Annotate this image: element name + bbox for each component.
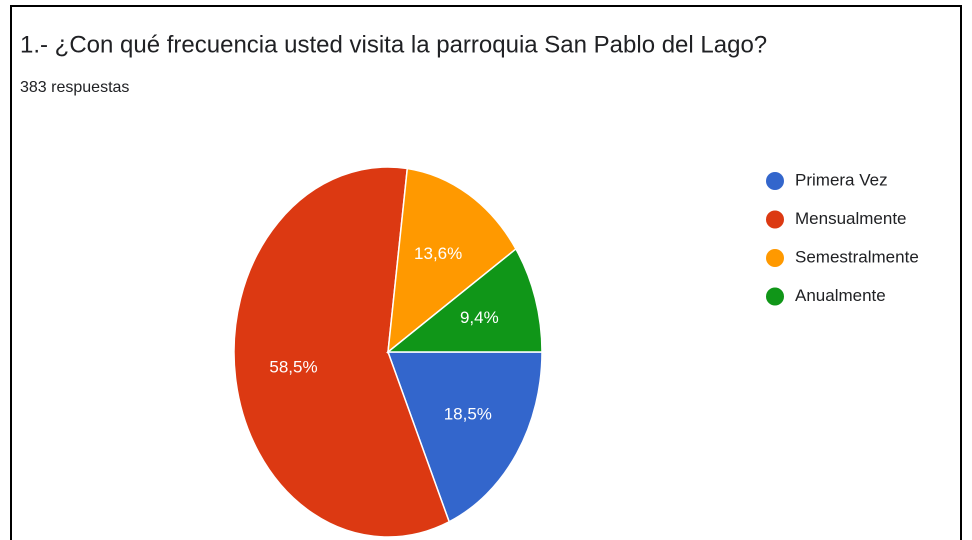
pie-slice [385,247,543,353]
data-label: 58,5% [269,358,317,377]
chart-subtitle: 383 respuestas [20,79,129,96]
legend-swatch [766,287,784,306]
legend-label: Primera Vez [795,170,888,189]
legend-label: Semestralmente [795,247,919,266]
chart-title: 1.- ¿Con qué frecuencia usted visita la … [20,31,767,58]
pie-slice [386,351,543,523]
legend-label: Anualmente [795,286,886,305]
data-label: 13,6% [414,244,462,263]
legend-swatch [766,172,784,190]
pie-slice [233,166,451,538]
legend-label: Mensualmente [795,209,907,228]
legend-swatch [766,210,784,229]
data-label: 18,5% [444,404,492,423]
legend-swatch [766,249,784,267]
pie-slice [387,167,517,354]
data-label: 9,4% [460,308,499,327]
